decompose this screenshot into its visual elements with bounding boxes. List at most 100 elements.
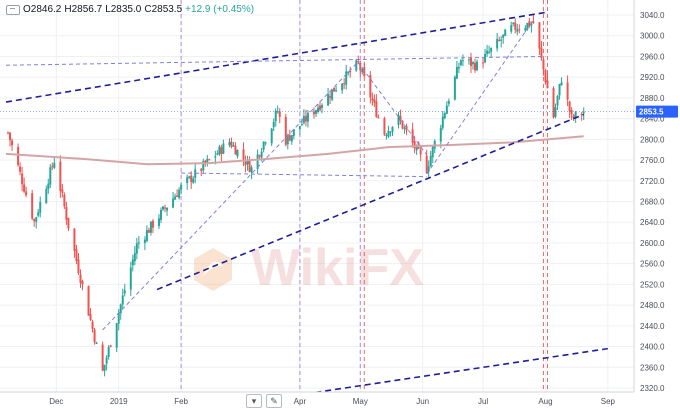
candle[interactable]: [206, 154, 209, 167]
candle[interactable]: [391, 126, 394, 137]
candle[interactable]: [467, 58, 470, 65]
candle[interactable]: [79, 269, 82, 288]
candle[interactable]: [51, 162, 54, 171]
candle[interactable]: [319, 101, 322, 112]
candle[interactable]: [208, 158, 211, 161]
candle[interactable]: [459, 59, 462, 67]
candle[interactable]: [544, 68, 547, 85]
candle[interactable]: [453, 75, 456, 101]
candle[interactable]: [546, 73, 549, 89]
candle[interactable]: [290, 135, 293, 145]
candle[interactable]: [218, 144, 221, 156]
candle[interactable]: [39, 196, 42, 218]
candle[interactable]: [123, 283, 126, 297]
candle[interactable]: [228, 138, 231, 148]
candle[interactable]: [538, 21, 541, 55]
candle[interactable]: [331, 89, 334, 102]
candle[interactable]: [471, 60, 474, 70]
candle[interactable]: [298, 125, 301, 135]
candle[interactable]: [317, 103, 319, 114]
candle[interactable]: [377, 114, 380, 119]
candle[interactable]: [371, 92, 374, 106]
candle[interactable]: [306, 109, 309, 128]
candle[interactable]: [514, 18, 517, 34]
candle[interactable]: [385, 133, 388, 140]
candle[interactable]: [115, 323, 118, 353]
moving-average-line[interactable]: [5, 135, 584, 166]
candle[interactable]: [304, 109, 307, 127]
candle[interactable]: [135, 237, 138, 260]
candle[interactable]: [292, 129, 295, 140]
candle[interactable]: [580, 112, 583, 121]
candle[interactable]: [244, 155, 247, 173]
candle[interactable]: [341, 82, 344, 94]
candle[interactable]: [272, 118, 275, 132]
candle[interactable]: [137, 235, 140, 249]
candle[interactable]: [157, 214, 160, 229]
candle[interactable]: [447, 98, 450, 107]
candle[interactable]: [166, 207, 169, 216]
candle[interactable]: [329, 90, 332, 104]
candle[interactable]: [176, 189, 179, 198]
candle[interactable]: [405, 123, 408, 136]
candle[interactable]: [162, 205, 165, 211]
candle[interactable]: [65, 201, 68, 226]
candle[interactable]: [528, 17, 531, 28]
candle[interactable]: [361, 66, 364, 75]
trendline-thin[interactable]: [102, 61, 359, 331]
candle[interactable]: [582, 107, 585, 120]
candle[interactable]: [220, 144, 223, 162]
candle[interactable]: [556, 95, 559, 110]
candle[interactable]: [439, 124, 442, 149]
candle[interactable]: [469, 52, 472, 74]
candle[interactable]: [343, 78, 346, 89]
candle[interactable]: [23, 177, 26, 194]
candle[interactable]: [488, 45, 491, 55]
candle[interactable]: [288, 129, 291, 142]
candle[interactable]: [95, 341, 98, 345]
candle[interactable]: [335, 85, 338, 93]
candle[interactable]: [429, 150, 432, 167]
candle[interactable]: [457, 62, 460, 74]
candle[interactable]: [151, 219, 154, 234]
candle[interactable]: [486, 44, 489, 57]
candle[interactable]: [397, 111, 400, 129]
candle[interactable]: [25, 186, 28, 198]
candle[interactable]: [258, 154, 261, 159]
trendline-bold[interactable]: [5, 11, 546, 103]
candle[interactable]: [262, 141, 265, 153]
candle[interactable]: [427, 160, 430, 178]
candle[interactable]: [174, 193, 177, 200]
candle[interactable]: [19, 162, 22, 176]
candle[interactable]: [61, 183, 64, 198]
candle[interactable]: [518, 24, 521, 34]
candle[interactable]: [355, 58, 358, 72]
candle[interactable]: [63, 192, 66, 210]
candle[interactable]: [510, 21, 513, 34]
candle[interactable]: [248, 156, 251, 173]
time-axis[interactable]: Dec 2019 Feb Apr May Jun Jul Aug Sep: [0, 391, 634, 408]
trendline-thin[interactable]: [357, 62, 428, 156]
candle[interactable]: [35, 216, 38, 229]
candle[interactable]: [500, 36, 503, 48]
candle[interactable]: [145, 225, 148, 243]
candle[interactable]: [278, 108, 281, 124]
candle[interactable]: [188, 175, 191, 180]
candle[interactable]: [121, 288, 124, 310]
candle[interactable]: [59, 155, 62, 198]
candle[interactable]: [109, 344, 112, 348]
candle[interactable]: [516, 23, 519, 36]
candle[interactable]: [498, 36, 501, 42]
candle[interactable]: [425, 149, 428, 174]
candle[interactable]: [490, 47, 493, 58]
candle[interactable]: [149, 221, 152, 236]
candle[interactable]: [312, 107, 315, 119]
candle[interactable]: [270, 127, 273, 147]
candle[interactable]: [566, 75, 569, 107]
chevron-down-icon[interactable]: ▾: [246, 394, 262, 408]
candle[interactable]: [484, 48, 487, 64]
candle[interactable]: [242, 142, 245, 166]
candle[interactable]: [333, 87, 336, 92]
candle[interactable]: [129, 261, 132, 297]
candle[interactable]: [87, 285, 90, 316]
